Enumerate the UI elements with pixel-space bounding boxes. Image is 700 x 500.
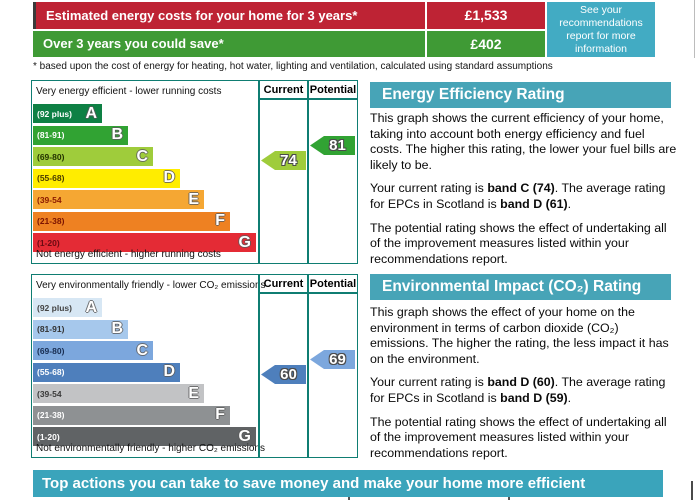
energy-current-rating-arrow: 74 [261, 151, 306, 170]
recommendations-info-box: See your recommendations report for more… [547, 2, 655, 57]
rating-line-post: . [567, 196, 572, 211]
band-range-label: (39-54 [37, 194, 62, 205]
current-column-divider [258, 81, 260, 263]
cutoff-table-border [508, 497, 510, 500]
current-column-divider [258, 275, 260, 457]
band-range-label: (69-80) [37, 345, 65, 356]
savings-value: £402 [427, 31, 545, 57]
env-potential-rating-arrow: 69 [310, 350, 355, 369]
band-b: (81-91) B [33, 125, 128, 145]
band-range-label: (39-54 [37, 388, 62, 399]
band-letter: C [136, 147, 148, 165]
energy-panel-paragraph-1: This graph shows the current efficiency … [370, 111, 677, 172]
band-range-label: (55-68) [37, 367, 65, 377]
rating-line-post: . [567, 390, 572, 405]
current-column-header: Current [260, 275, 307, 294]
band-e: (39-54 E [33, 384, 204, 403]
table-right-edge [694, 0, 695, 58]
potential-column-divider [307, 275, 309, 457]
cutoff-table-border [691, 481, 693, 500]
band-range-label: (69-80) [37, 151, 65, 162]
band-range-label: (92 plus) [37, 108, 72, 119]
estimated-costs-label: Estimated energy costs for your home for… [33, 2, 425, 29]
band-a: (92 plus) A [33, 298, 102, 317]
energy-potential-rating-arrow: 81 [310, 136, 355, 155]
band-letter: B [111, 320, 123, 337]
energy-panel-title: Energy Efficiency Rating [370, 82, 671, 108]
band-letter: B [111, 126, 123, 143]
env-panel-title: Environmental Impact (CO₂) Rating [370, 274, 671, 300]
band-range-label: (21-38) [37, 410, 65, 420]
band-range-label: (1-20) [37, 431, 60, 442]
energy-efficiency-chart: Very energy efficient - lower running co… [31, 80, 358, 264]
band-f: (21-38) F [33, 405, 230, 425]
band-range-label: (92 plus) [37, 302, 72, 313]
band-letter: G [238, 427, 251, 445]
potential-column-header: Potential [309, 275, 357, 294]
band-a: (92 plus) A [33, 104, 102, 123]
assumptions-footnote: * based upon the cost of energy for heat… [33, 61, 553, 72]
rating-line-pre: Your current rating is [370, 181, 488, 196]
rating-line-mid: . The average rating for EPCs in Scotlan… [370, 181, 666, 211]
band-letter: D [163, 169, 175, 186]
env-panel-rating-line: Your current rating is band D (60). The … [370, 375, 677, 406]
band-d: (55-68) D [33, 168, 180, 188]
band-letter: C [136, 341, 148, 359]
average-rating-bold: band D (61) [500, 196, 568, 211]
band-letter: F [215, 406, 225, 423]
energy-chart-bottom-label: Not energy efficient - higher running co… [36, 249, 221, 260]
band-letter: A [85, 104, 97, 122]
env-chart-bottom-label: Not environmentally friendly - higher CO… [36, 443, 265, 454]
estimated-costs-value: £1,533 [427, 2, 545, 29]
band-f: (21-38) F [33, 211, 230, 231]
band-c: (69-80) C [33, 147, 153, 166]
band-letter: E [188, 384, 199, 402]
band-range-label: (55-68) [37, 173, 65, 183]
env-current-rating-arrow: 60 [261, 365, 306, 384]
environmental-impact-chart: Very environmentally friendly - lower CO… [31, 274, 358, 458]
cutoff-table-border [348, 497, 350, 500]
band-letter: D [163, 363, 175, 380]
band-letter: F [215, 212, 225, 229]
band-letter: A [85, 298, 97, 316]
current-column-header: Current [260, 81, 307, 100]
potential-column-header: Potential [309, 81, 357, 100]
band-g: (1-20) G [33, 233, 256, 252]
band-letter: G [238, 233, 251, 251]
top-actions-banner: Top actions you can take to save money a… [33, 470, 663, 497]
band-b: (81-91) B [33, 319, 128, 339]
band-e: (39-54 E [33, 190, 204, 209]
savings-label: Over 3 years you could save* [33, 31, 425, 57]
recommendations-info-text: See your recommendations report for more… [559, 3, 643, 55]
band-range-label: (21-38) [37, 216, 65, 226]
energy-chart-top-label: Very energy efficient - lower running co… [36, 86, 222, 97]
band-c: (69-80) C [33, 341, 153, 360]
band-d: (55-68) D [33, 362, 180, 382]
current-rating-bold: band C (74) [487, 181, 555, 196]
potential-column-divider [307, 81, 309, 263]
average-rating-bold: band D (59) [500, 390, 568, 405]
env-panel-paragraph-3: The potential rating shows the effect of… [370, 414, 667, 460]
band-range-label: (81-91) [37, 324, 65, 334]
env-chart-top-label: Very environmentally friendly - lower CO… [36, 280, 266, 291]
rating-line-pre: Your current rating is [370, 375, 488, 390]
band-range-label: (81-91) [37, 130, 65, 140]
env-panel-text: This graph shows the effect of your home… [370, 305, 677, 469]
energy-panel-paragraph-3: The potential rating shows the effect of… [370, 220, 667, 266]
band-g: (1-20) G [33, 427, 256, 446]
band-range-label: (1-20) [37, 237, 60, 248]
rating-line-mid: . The average rating for EPCs in Scotlan… [370, 375, 666, 405]
energy-panel-rating-line: Your current rating is band C (74). The … [370, 181, 677, 212]
current-rating-bold: band D (60) [487, 375, 555, 390]
band-letter: E [188, 190, 199, 208]
energy-panel-text: This graph shows the current efficiency … [370, 111, 677, 275]
env-panel-paragraph-1: This graph shows the effect of your home… [370, 305, 669, 366]
